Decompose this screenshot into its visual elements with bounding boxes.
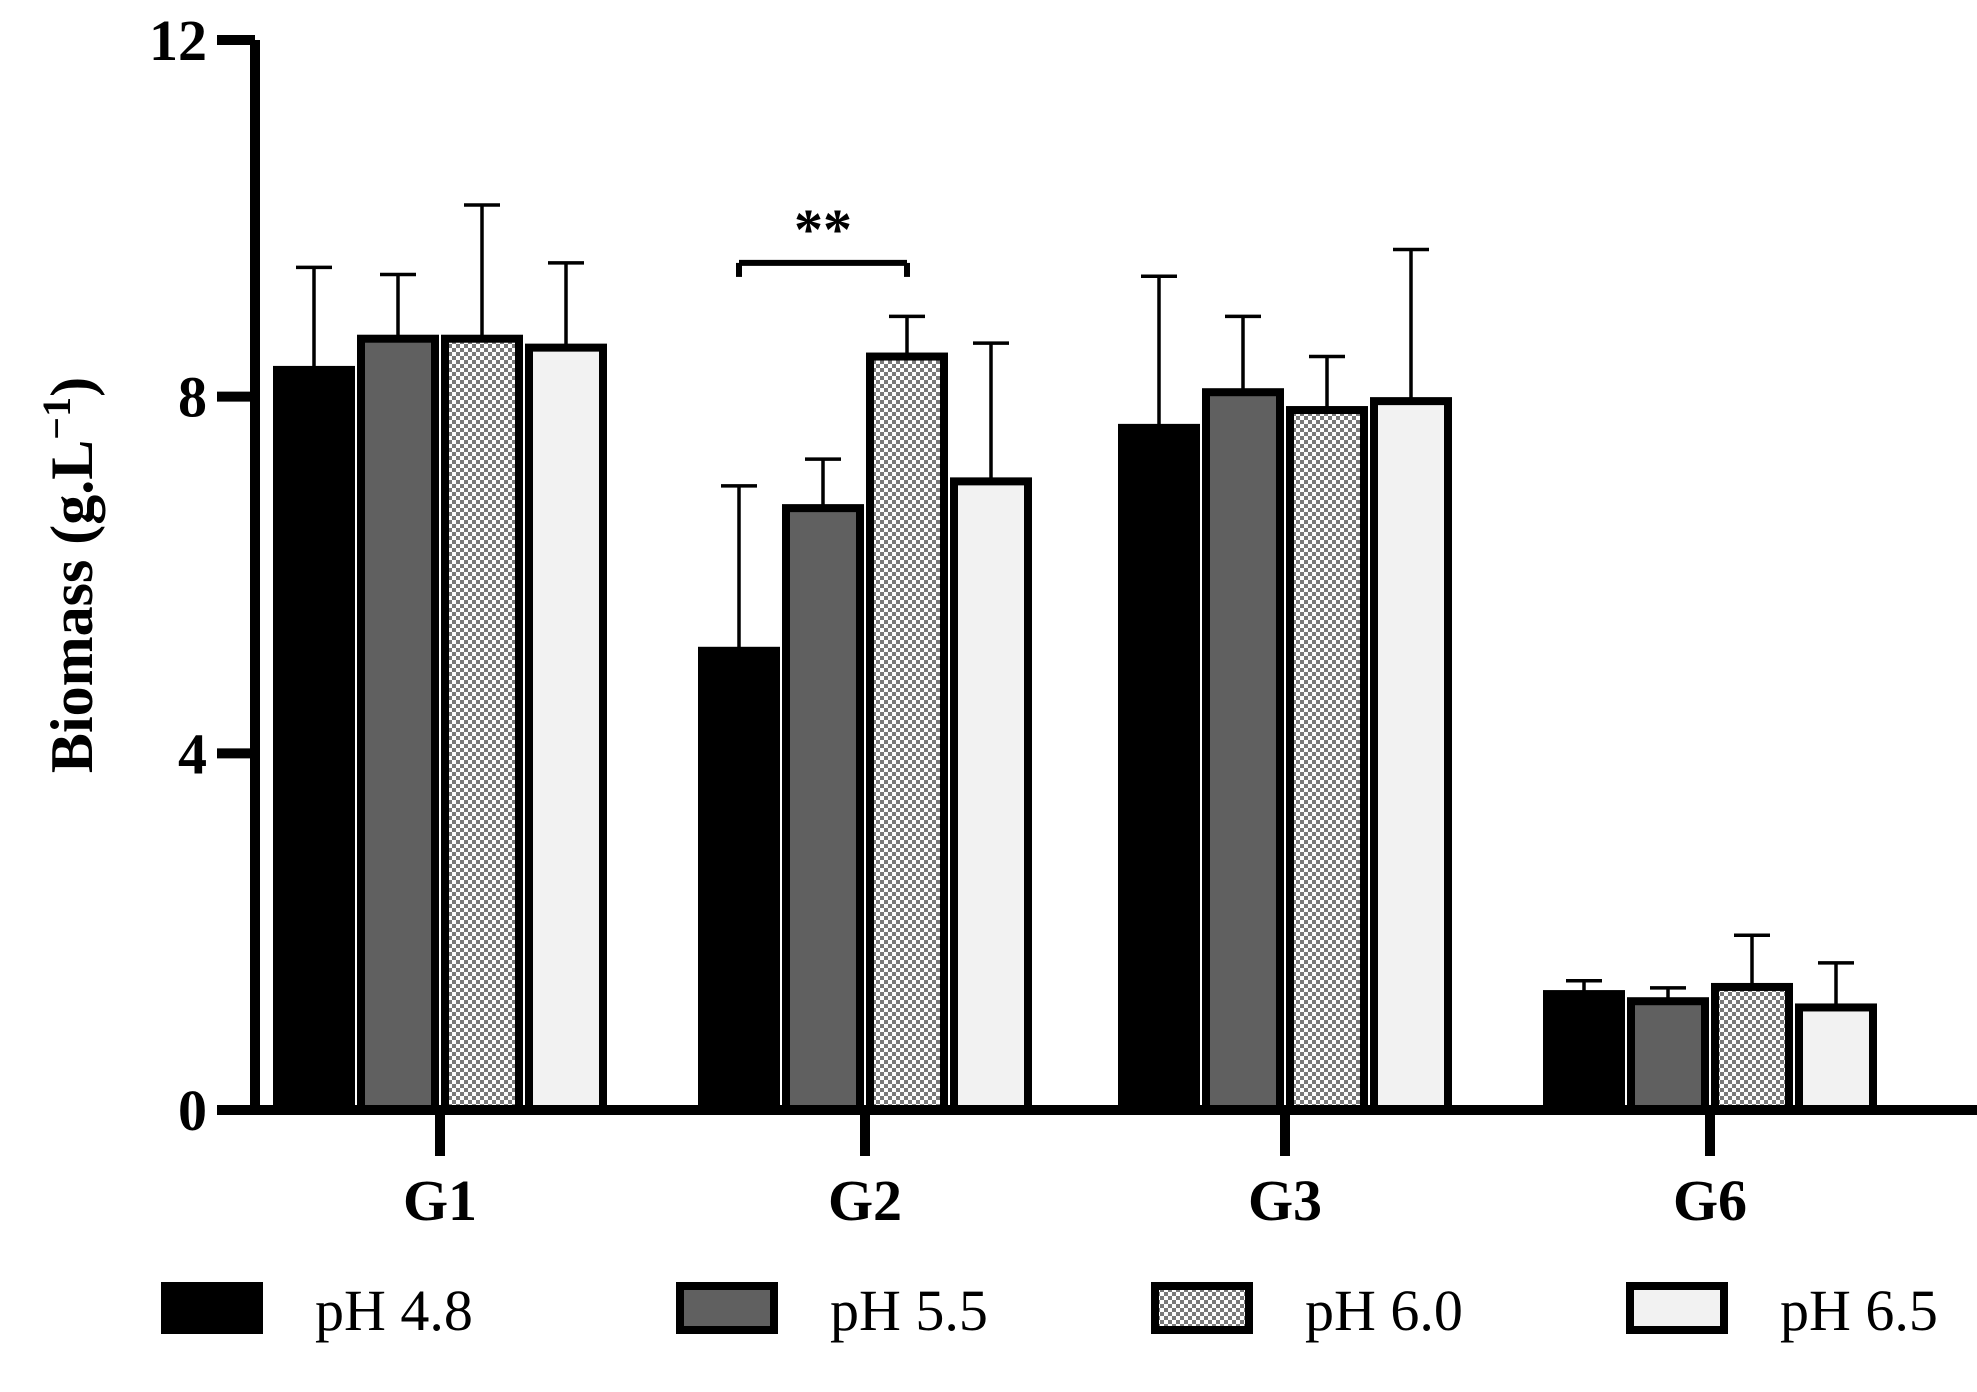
bar (866, 352, 948, 1114)
legend-swatch (161, 1282, 263, 1334)
axes-layer: 0 4 8 12 G1 G2 G3 G6 (149, 8, 1977, 1233)
x-category-label: G2 (828, 1168, 902, 1233)
y-axis-title: Biomass (g.L−1) (34, 377, 105, 773)
bar (782, 504, 864, 1114)
bar (273, 365, 355, 1114)
x-category-label: G6 (1673, 1168, 1747, 1233)
bar (1118, 423, 1200, 1114)
bar (1711, 982, 1793, 1115)
y-axis-title-group: Biomass (g.L−1) (34, 377, 105, 773)
legend-swatch (676, 1282, 778, 1334)
bar (1795, 1003, 1877, 1114)
bar (1627, 997, 1709, 1115)
error-bars-layer (296, 203, 1854, 1008)
bar (1286, 406, 1368, 1114)
annotations-layer: ** (736, 197, 910, 277)
bar (1543, 990, 1625, 1114)
legend-label: pH 5.5 (830, 1278, 988, 1343)
bar (1370, 397, 1452, 1114)
bar (441, 334, 523, 1115)
x-category-label: G3 (1248, 1168, 1322, 1233)
bar (1202, 388, 1284, 1115)
bar (525, 343, 607, 1114)
bar (357, 334, 439, 1115)
y-tick-label: 4 (178, 721, 207, 786)
x-category-label: G1 (403, 1168, 477, 1233)
legend-label: pH 6.5 (1780, 1278, 1938, 1343)
y-tick-label: 12 (149, 8, 207, 73)
legend-label: pH 4.8 (315, 1278, 473, 1343)
y-tick-label: 0 (178, 1078, 207, 1143)
bars-layer (273, 334, 1877, 1115)
legend-swatch (1151, 1282, 1253, 1334)
legend: pH 4.8 pH 5.5 pH 6.0 pH 6.5 (161, 1278, 1938, 1343)
significance-label: ** (794, 197, 852, 262)
legend-swatch (1626, 1282, 1728, 1334)
y-tick-label: 8 (178, 365, 207, 430)
bar (950, 477, 1032, 1114)
legend-label: pH 6.0 (1305, 1278, 1463, 1343)
bar (698, 646, 780, 1115)
